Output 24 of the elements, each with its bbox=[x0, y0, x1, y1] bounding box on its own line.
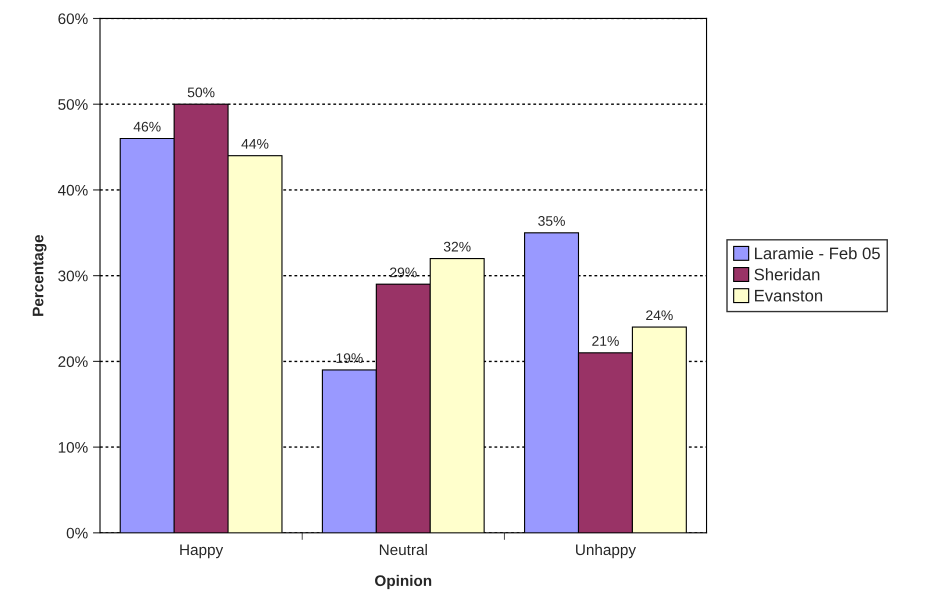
y-tick-label: 50% bbox=[58, 99, 88, 110]
legend-label: Sheridan bbox=[754, 268, 820, 280]
y-tick-label: 40% bbox=[58, 184, 88, 196]
data-label: 50% bbox=[188, 87, 214, 98]
data-label: 46% bbox=[134, 122, 161, 132]
data-label: 19% bbox=[336, 353, 363, 364]
x-tick-label: Neutral bbox=[380, 544, 427, 556]
x-tick-label: Unhappy bbox=[576, 544, 636, 558]
data-label: 32% bbox=[444, 242, 471, 252]
data-label: 35% bbox=[538, 216, 565, 226]
y-tick-label: 20% bbox=[58, 356, 88, 368]
y-tick-label: 60% bbox=[58, 13, 88, 24]
y-tick-label: 10% bbox=[58, 442, 88, 453]
data-label: 24% bbox=[646, 310, 673, 320]
data-label: 29% bbox=[390, 267, 417, 278]
x-axis-title: Opinion bbox=[375, 574, 432, 590]
data-label: 44% bbox=[241, 138, 268, 149]
y-tick-label: 30% bbox=[58, 270, 88, 282]
x-tick-label: Happy bbox=[180, 544, 224, 558]
legend-label: Evanston bbox=[755, 290, 822, 302]
data-label: 21% bbox=[592, 336, 619, 346]
y-axis-title: Percentage bbox=[32, 234, 47, 316]
legend-label: Laramie - Feb 05 bbox=[755, 247, 880, 260]
y-tick-label: 0% bbox=[66, 528, 88, 539]
